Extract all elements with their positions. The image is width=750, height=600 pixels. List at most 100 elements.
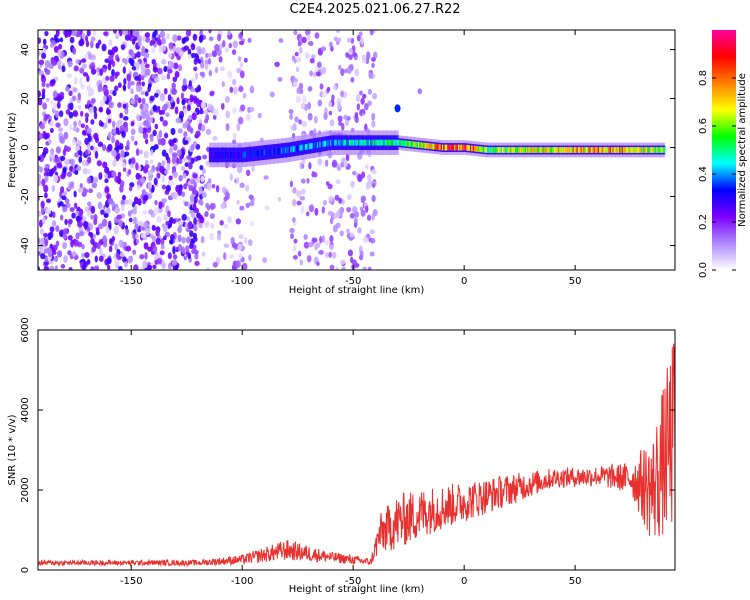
heatmap-cell: [55, 146, 62, 154]
heatmap-cell: [172, 171, 178, 178]
heatmap-cell: [296, 56, 302, 63]
heatmap-cell: [346, 66, 352, 74]
heatmap-cell: [196, 99, 202, 108]
heatmap-cell: [82, 160, 87, 167]
heatmap-cell: [120, 44, 126, 50]
heatmap-cell: [567, 147, 570, 153]
heatmap-cell: [151, 74, 158, 79]
heatmap-cell: [55, 30, 60, 37]
heatmap-cell: [621, 147, 624, 153]
heatmap-cell: [360, 209, 366, 217]
heatmap-cell: [289, 113, 294, 120]
heatmap-cell: [172, 192, 178, 200]
heatmap-cell: [587, 147, 590, 153]
heatmap-cell: [180, 165, 186, 171]
heatmap-cell: [346, 139, 349, 146]
heatmap-cell: [198, 35, 204, 43]
heatmap-cell: [533, 147, 537, 153]
heatmap-cell: [376, 139, 379, 146]
heatmap-cell: [83, 220, 89, 229]
heatmap-cell: [445, 144, 449, 151]
heatmap-cell: [491, 147, 494, 153]
heatmap-cell: [59, 135, 65, 144]
heatmap-cell: [603, 147, 606, 153]
heatmap-cell: [53, 256, 59, 262]
heatmap-cell: [246, 151, 249, 158]
heatmap-cell: [349, 212, 355, 219]
heatmap-cell: [227, 151, 230, 158]
heatmap-cell: [328, 244, 335, 251]
heatmap-cell: [555, 147, 558, 153]
heatmap-cell: [495, 147, 498, 153]
heatmap-cell: [42, 38, 47, 46]
heatmap-cell: [66, 73, 73, 79]
heatmap-cell: [174, 162, 178, 168]
heatmap-cell: [205, 202, 210, 209]
heatmap-cell: [298, 119, 302, 125]
heatmap-cell: [144, 251, 148, 260]
heatmap-cell: [301, 36, 307, 43]
heatmap-cell: [45, 97, 50, 103]
heatmap-cell: [162, 119, 168, 127]
heatmap-cell: [58, 110, 64, 118]
heatmap-cell: [206, 267, 210, 270]
heatmap-cell: [483, 146, 486, 153]
heatmap-cell: [415, 141, 418, 148]
heatmap-cell: [292, 245, 297, 252]
heatmap-cell: [84, 137, 90, 145]
heatmap-cell: [223, 243, 230, 248]
heatmap-cell: [184, 140, 189, 145]
heatmap-cell: [255, 150, 258, 157]
heatmap-cell: [171, 88, 177, 96]
heatmap-cell: [178, 220, 184, 226]
heatmap-cell: [200, 175, 205, 183]
heatmap-cell: [286, 147, 289, 153]
heatmap-cell: [103, 31, 109, 37]
heatmap-cell: [328, 140, 331, 146]
heatmap-cell: [324, 140, 327, 147]
heatmap-cell: [58, 127, 64, 132]
heatmap-cell: [115, 154, 120, 162]
heatmap-cell: [144, 90, 149, 97]
heatmap-cell: [444, 144, 447, 151]
heatmap-cell: [371, 120, 376, 128]
heatmap-cell: [427, 142, 430, 149]
heatmap-cell: [154, 123, 159, 130]
heatmap-cell: [537, 147, 541, 153]
heatmap-cell: [172, 246, 176, 255]
heatmap-cell: [232, 132, 237, 141]
heatmap-cell: [300, 178, 306, 184]
heatmap-cell: [589, 147, 592, 153]
heatmap-cell: [130, 98, 136, 105]
heatmap-cell: [131, 53, 136, 58]
x-tick-label: 0: [461, 276, 467, 287]
heatmap-cell: [200, 101, 206, 109]
heatmap-cell: [177, 226, 182, 234]
heatmap-cell: [140, 63, 146, 71]
heatmap-cell: [244, 151, 248, 158]
heatmap-cell: [301, 163, 305, 169]
heatmap-cell: [169, 140, 175, 147]
heatmap-cell: [338, 208, 344, 217]
heatmap-cell: [297, 40, 302, 47]
heatmap-cell: [50, 100, 54, 105]
heatmap-cell: [108, 101, 114, 109]
heatmap-cell: [187, 221, 193, 229]
heatmap-cell: [200, 56, 204, 62]
heatmap-cell: [68, 266, 73, 270]
heatmap-cell: [183, 45, 190, 51]
heatmap-cell: [161, 175, 165, 183]
heatmap-cell: [461, 144, 465, 151]
heatmap-cell: [601, 147, 604, 153]
heatmap-cell: [155, 166, 160, 172]
heatmap-cell: [38, 97, 43, 106]
heatmap-cell: [215, 184, 220, 193]
heatmap-cell: [143, 194, 149, 201]
heatmap-cell: [94, 255, 98, 263]
heatmap-cell: [86, 209, 92, 218]
heatmap-cell: [323, 140, 326, 147]
heatmap-cell: [372, 209, 378, 217]
heatmap-cell: [596, 147, 599, 153]
heatmap-cell: [541, 147, 545, 153]
heatmap-cell: [358, 31, 363, 37]
